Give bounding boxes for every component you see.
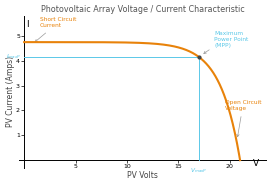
X-axis label: PV Volts: PV Volts: [127, 171, 158, 180]
Text: Short Circuit
Current: Short Circuit Current: [35, 17, 76, 42]
Text: Open Circuit
Voltage: Open Circuit Voltage: [225, 100, 261, 137]
Y-axis label: PV Current (Amps): PV Current (Amps): [6, 56, 15, 127]
Text: $I_{maxP}$: $I_{maxP}$: [6, 53, 21, 61]
Title: Photovoltaic Array Voltage / Current Characteristic: Photovoltaic Array Voltage / Current Cha…: [41, 5, 244, 14]
Text: $V_{maxP}$: $V_{maxP}$: [190, 166, 208, 174]
Text: I: I: [26, 20, 29, 29]
Text: V: V: [252, 159, 259, 168]
Text: Maximum
Power Point
(MPP): Maximum Power Point (MPP): [204, 31, 249, 54]
